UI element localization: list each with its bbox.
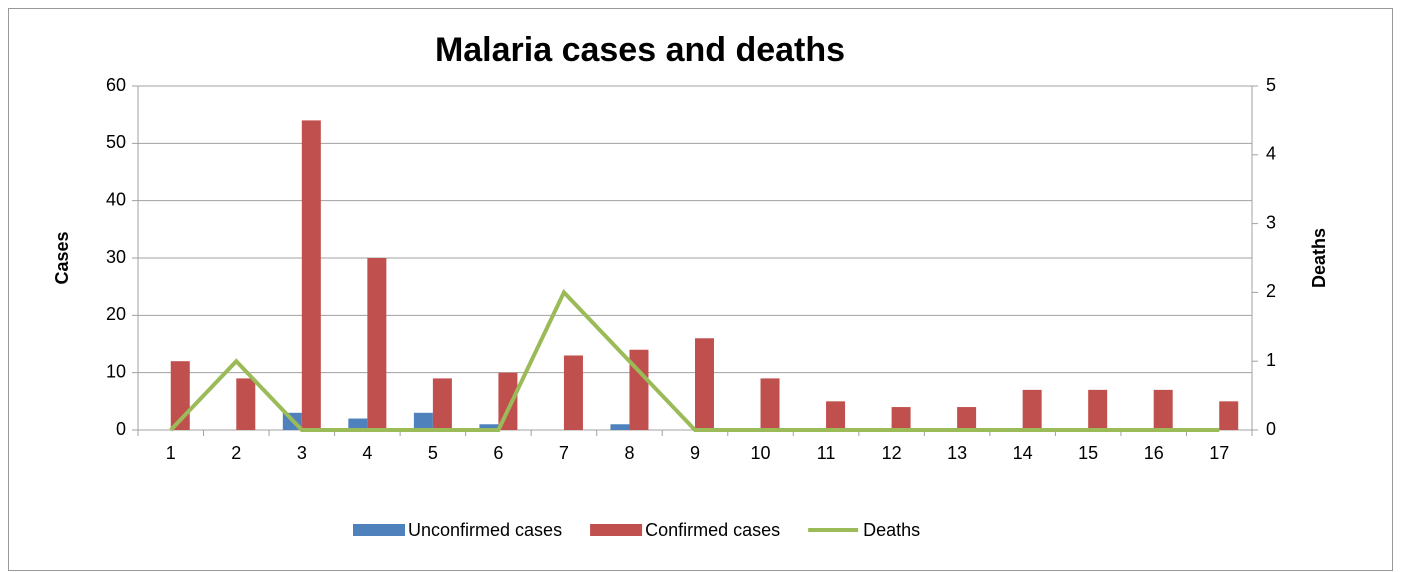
bar [479, 424, 499, 430]
y2-tick-label: 5 [1266, 75, 1276, 95]
x-tick-label: 10 [751, 443, 771, 463]
chart-frame [8, 8, 1393, 571]
bar [957, 407, 977, 430]
x-tick-label: 6 [493, 443, 503, 463]
y-tick-label: 20 [106, 304, 126, 324]
y2-tick-label: 3 [1266, 212, 1276, 232]
x-tick-label: 2 [231, 443, 241, 463]
y2-tick-label: 0 [1266, 419, 1276, 439]
x-tick-label: 16 [1144, 443, 1164, 463]
x-tick-label: 15 [1078, 443, 1098, 463]
y-axis-label: Cases [52, 231, 72, 284]
line [169, 288, 1220, 432]
y2-tick-label: 1 [1266, 350, 1276, 370]
x-tick-label: 4 [362, 443, 372, 463]
legend-label: Confirmed cases [645, 520, 780, 540]
bar [348, 418, 368, 430]
bar [563, 355, 583, 430]
y-tick-label: 50 [106, 132, 126, 152]
x-tick-label: 3 [297, 443, 307, 463]
x-tick-label: 9 [690, 443, 700, 463]
legend-swatch [353, 524, 405, 536]
bar [1022, 389, 1042, 430]
y-tick-label: 40 [106, 189, 126, 209]
x-tick-label: 13 [947, 443, 967, 463]
bar [367, 258, 387, 430]
y-tick-label: 30 [106, 247, 126, 267]
x-tick-label: 17 [1209, 443, 1229, 463]
x-tick-label: 1 [166, 443, 176, 463]
x-tick-label: 12 [882, 443, 902, 463]
bar [301, 120, 321, 431]
legend-swatch [590, 524, 643, 536]
legend-label: Unconfirmed cases [408, 520, 562, 540]
y2-tick-label: 2 [1266, 281, 1276, 301]
legend-label: Deaths [863, 520, 920, 540]
x-tick-label: 11 [817, 443, 836, 463]
chart-title: Malaria cases and deaths [435, 31, 845, 69]
bar [413, 412, 433, 430]
bar [826, 401, 846, 430]
bar [432, 378, 452, 430]
y-tick-label: 60 [106, 75, 126, 95]
bar [1219, 401, 1239, 430]
bar [695, 338, 714, 430]
x-tick-label: 14 [1013, 443, 1033, 463]
bar [1088, 389, 1108, 430]
y2-axis-label: Deaths [1309, 228, 1329, 288]
x-tick-label: 5 [428, 443, 438, 463]
bar [610, 424, 630, 430]
x-tick-label: 7 [559, 443, 569, 463]
y-tick-label: 10 [106, 361, 126, 381]
y-tick-label: 0 [116, 419, 126, 439]
bar [1153, 389, 1173, 430]
bar [891, 407, 911, 430]
y2-tick-label: 4 [1266, 144, 1276, 164]
x-tick-label: 8 [624, 443, 634, 463]
bar [760, 378, 780, 430]
bar [629, 349, 649, 430]
bar [236, 378, 256, 430]
